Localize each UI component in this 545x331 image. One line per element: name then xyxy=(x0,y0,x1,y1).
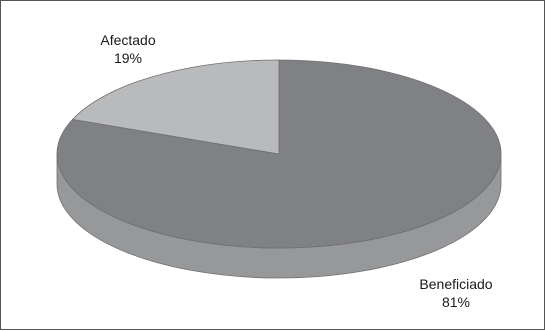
slice-name-beneficiado: Beneficiado xyxy=(419,276,493,292)
slice-percent-beneficiado: 81% xyxy=(441,294,471,310)
slice-percent-afectado: 19% xyxy=(113,50,143,66)
slice-label-beneficiado: Beneficiado 81% xyxy=(401,275,511,311)
slice-label-afectado: Afectado 19% xyxy=(73,31,183,67)
slice-top-afectado xyxy=(71,59,280,155)
slice-name-afectado: Afectado xyxy=(100,32,156,48)
